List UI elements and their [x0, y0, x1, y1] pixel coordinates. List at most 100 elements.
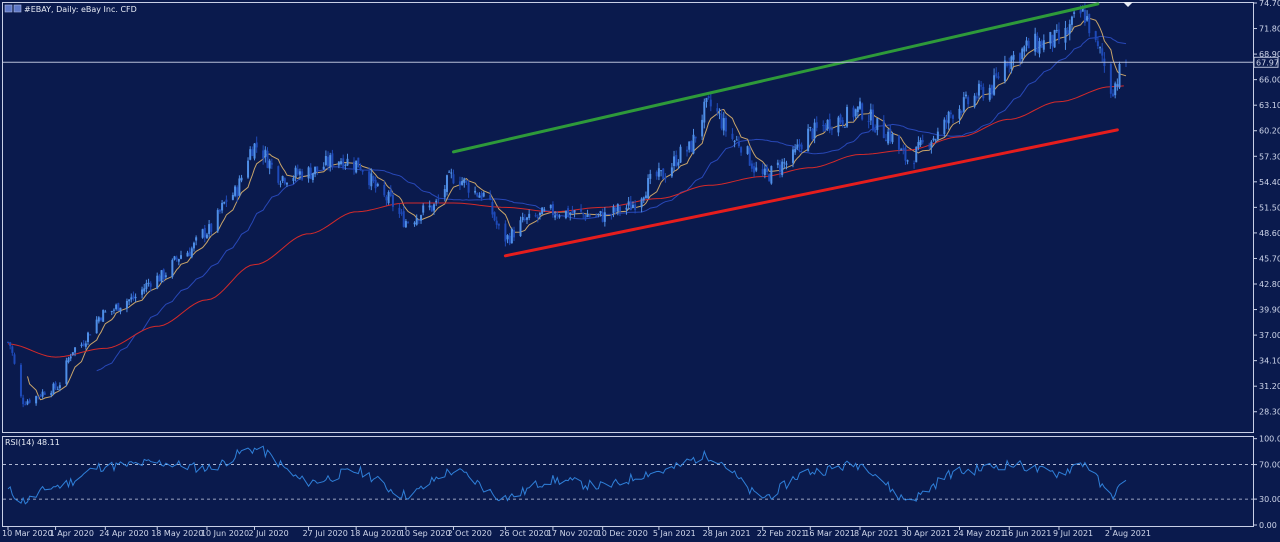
- candle-body: [510, 228, 513, 244]
- candle-body: [688, 141, 691, 150]
- time-axis-label: 2 Aug 2021: [1105, 529, 1151, 538]
- rsi-axis-label: 30.00: [1259, 495, 1280, 504]
- candle-body: [458, 181, 461, 186]
- candle-body: [296, 169, 299, 175]
- candle-body: [1021, 48, 1024, 59]
- candle-body: [584, 215, 587, 220]
- time-axis-label: 30 Apr 2021: [902, 529, 951, 538]
- time-axis-label: 2 Jul 2020: [249, 529, 289, 538]
- candle-body: [709, 99, 712, 107]
- trendline-upper[interactable]: [451, 2, 1100, 154]
- candle-body: [928, 145, 931, 147]
- candle-body: [69, 356, 72, 359]
- candle-body: [949, 112, 952, 115]
- candle-body: [612, 206, 615, 213]
- candle-body: [186, 252, 189, 257]
- candle-body: [798, 143, 801, 147]
- price-axis-label: 28.30: [1259, 408, 1280, 417]
- candle-body: [722, 118, 725, 131]
- candle-body: [56, 388, 59, 390]
- candle-body: [216, 210, 219, 232]
- trendlines[interactable]: [451, 2, 1119, 258]
- candle-body: [476, 192, 479, 197]
- candle-body: [24, 404, 27, 406]
- flag-icon: [13, 4, 22, 13]
- candle-body: [234, 186, 237, 196]
- chart-title: #EBAY, Daily: eBay Inc. CFD: [24, 5, 137, 14]
- candle-body: [867, 120, 870, 123]
- candle-body: [190, 248, 193, 258]
- candle-body: [882, 120, 885, 138]
- price-axis: 74.70 71.80 68.90 66.00 63.10 60.20 57.30 54.40…: [1253, 0, 1280, 417]
- current-price-box: [1253, 56, 1279, 68]
- candle-body: [311, 173, 314, 181]
- candle-body: [398, 207, 401, 214]
- candle-body: [132, 295, 135, 299]
- candle-body: [887, 131, 890, 144]
- candle-body: [102, 310, 105, 322]
- price-axis-label: 63.10: [1259, 101, 1280, 110]
- candle-body: [800, 144, 803, 150]
- time-axis-label: 10 Mar 2020: [2, 529, 53, 538]
- candle-body: [694, 136, 697, 139]
- candles: [7, 3, 1127, 408]
- candle-body: [930, 141, 933, 148]
- candle-body: [610, 214, 613, 216]
- candle-body: [1006, 63, 1009, 66]
- candle-body: [936, 131, 939, 140]
- candle-body: [977, 83, 980, 96]
- candle-body: [465, 181, 468, 183]
- candle-body: [538, 212, 541, 216]
- candle-body: [192, 242, 195, 249]
- candle-body: [445, 175, 448, 192]
- candle-body: [324, 156, 327, 165]
- candle-body: [521, 216, 524, 221]
- candle-body: [528, 213, 531, 218]
- candle-body: [407, 222, 410, 224]
- chart-shift-marker-icon[interactable]: [1123, 2, 1133, 7]
- candle-body: [74, 347, 77, 353]
- candle-body: [761, 169, 764, 174]
- candle-body: [731, 133, 734, 140]
- candle-body: [35, 396, 38, 404]
- candle-body: [724, 117, 727, 132]
- candle-body: [703, 101, 706, 123]
- candle-body: [779, 164, 782, 173]
- candle-body: [662, 168, 665, 180]
- candle-body: [889, 129, 892, 141]
- candle-body: [995, 73, 998, 77]
- time-axis-label: 1 Apr 2020: [50, 529, 94, 538]
- candle-body: [478, 195, 481, 198]
- candle-body: [355, 160, 358, 173]
- candle-body: [497, 223, 500, 226]
- candle-body: [679, 146, 682, 163]
- candle-body: [125, 300, 128, 309]
- candle-body: [601, 212, 604, 222]
- time-axis-label: 18 Aug 2020: [350, 529, 401, 538]
- candle-body: [642, 197, 645, 201]
- candle-body: [549, 204, 552, 209]
- candle-body: [1019, 53, 1022, 63]
- candle-body: [171, 260, 174, 277]
- candle-body: [543, 209, 546, 211]
- candle-body: [513, 230, 516, 238]
- candle-body: [854, 109, 857, 117]
- candle-body: [558, 216, 561, 218]
- candle-body: [644, 195, 647, 199]
- candle-body: [372, 176, 375, 182]
- title-group: #EBAY, Daily: eBay Inc. CFD: [4, 4, 137, 14]
- candle-body: [162, 269, 165, 279]
- candle-body: [891, 134, 894, 143]
- candle-body: [506, 235, 509, 240]
- candle-body: [603, 212, 606, 222]
- candle-body: [482, 192, 485, 197]
- candle-body: [618, 206, 621, 212]
- candle-body: [203, 228, 206, 238]
- trendline-lower[interactable]: [503, 128, 1119, 258]
- candle-body: [783, 162, 786, 164]
- candle-body: [433, 204, 436, 211]
- candle-body: [534, 215, 537, 217]
- candle-body: [158, 275, 161, 282]
- candle-body: [1066, 30, 1069, 35]
